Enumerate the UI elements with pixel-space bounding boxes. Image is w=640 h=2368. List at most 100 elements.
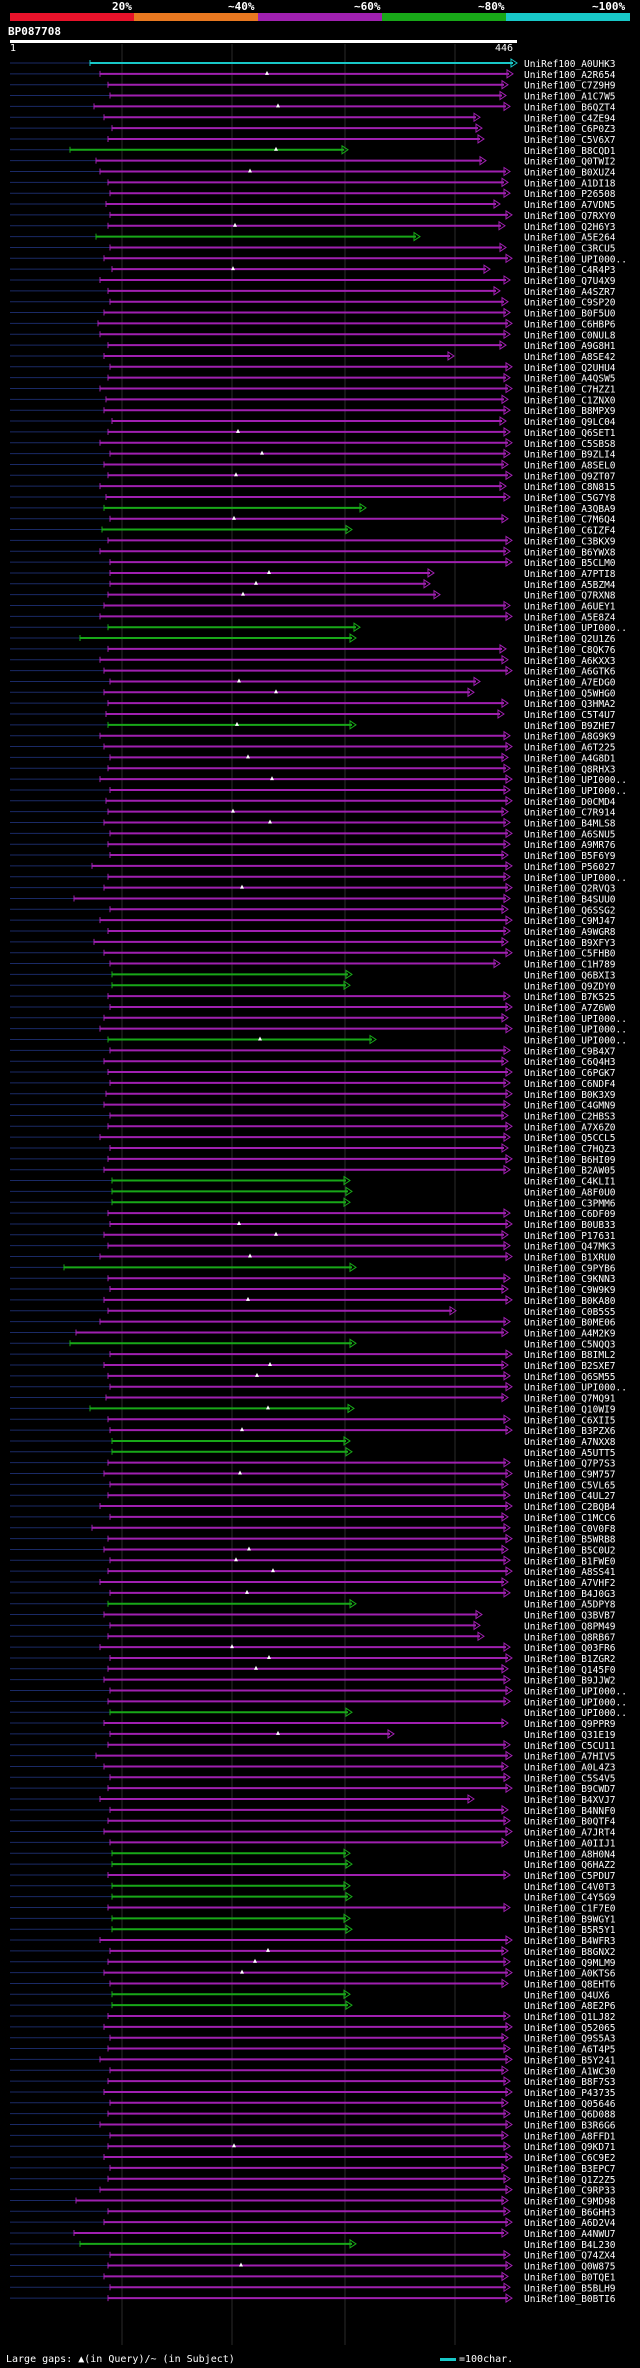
hit-label[interactable]: UniRef100_Q8EHT6 [524,1979,616,1990]
hit-label[interactable]: UniRef100_P56027 [524,862,616,873]
hit-row[interactable]: UniRef100_Q6SET1 [10,426,616,439]
hit-label[interactable]: UniRef100_C8QK76 [524,645,616,656]
hit-label[interactable]: UniRef100_C9RP33 [524,2186,616,2197]
hit-row[interactable]: UniRef100_B4J0G3 [10,1587,616,1600]
hit-row[interactable]: UniRef100_Q7RXN8 [10,589,616,602]
hit-label[interactable]: UniRef100_P26508 [524,189,616,200]
hit-label[interactable]: UniRef100_A7PTI8 [524,569,616,580]
hit-row[interactable]: UniRef100_Q05646 [10,2097,616,2110]
hit-label[interactable]: UniRef100_B3PZX6 [524,1426,616,1437]
hit-row[interactable]: UniRef100_A0IIJ1 [10,1837,616,1849]
hit-label[interactable]: UniRef100_B9WGY1 [524,1914,616,1925]
hit-label[interactable]: UniRef100_C4UL27 [524,1491,616,1502]
hit-row[interactable]: UniRef100_B3EPC7 [10,2162,616,2175]
hit-label[interactable]: UniRef100_B5F6Y9 [524,851,616,862]
hit-label[interactable]: UniRef100_C3PMM6 [524,1198,616,1209]
hit-row[interactable]: UniRef100_B9CWD7 [10,1783,616,1795]
hit-label[interactable]: UniRef100_C7M6Q4 [524,515,616,526]
hit-row[interactable]: UniRef100_B6GHH3 [10,2206,616,2218]
hit-row[interactable]: UniRef100_Q2RVQ3 [10,882,616,895]
hit-row[interactable]: UniRef100_Q52065 [10,2021,616,2034]
hit-label[interactable]: UniRef100_UPI000.. [524,623,627,634]
hit-label[interactable]: UniRef100_A0L4Z3 [524,1762,616,1773]
hit-row[interactable]: UniRef100_P26508 [10,188,616,200]
hit-label[interactable]: UniRef100_B6YWX8 [524,547,616,558]
hit-row[interactable]: UniRef100_A7Z6W0 [10,1002,616,1014]
hit-row[interactable]: UniRef100_P17631 [10,1229,616,1242]
hit-row[interactable]: UniRef100_C9M757 [10,1468,616,1481]
hit-label[interactable]: UniRef100_A4G8D1 [524,753,616,764]
hit-row[interactable]: UniRef100_Q8RB67 [10,1631,616,1643]
hit-label[interactable]: UniRef100_B5C0U2 [524,1545,616,1556]
hit-row[interactable]: UniRef100_C5FHB0 [10,947,616,960]
hit-label[interactable]: UniRef100_P17631 [524,1231,616,1242]
hit-label[interactable]: UniRef100_A4QSW5 [524,374,616,385]
hit-row[interactable]: UniRef100_B1FWE0 [10,1555,616,1567]
hit-row[interactable]: UniRef100_C9KNN3 [10,1273,616,1285]
hit-label[interactable]: UniRef100_UPI000.. [524,1014,627,1025]
hit-label[interactable]: UniRef100_C3BKX9 [524,536,616,547]
hit-label[interactable]: UniRef100_Q9PPR9 [524,1719,616,1730]
hit-row[interactable]: UniRef100_C7HQZ3 [10,1143,616,1155]
hit-row[interactable]: UniRef100_A1C7W5 [10,90,616,103]
hit-row[interactable]: UniRef100_A5UTT5 [10,1446,616,1459]
hit-row[interactable]: UniRef100_B8MPX9 [10,405,616,417]
hit-row[interactable]: UniRef100_C0V0F8 [10,1522,616,1535]
hit-row[interactable]: UniRef100_C7R914 [10,806,616,819]
hit-label[interactable]: UniRef100_A9WGR8 [524,927,616,938]
hit-label[interactable]: UniRef100_Q8RB67 [524,1632,616,1643]
hit-row[interactable]: UniRef100_B9WGY1 [10,1913,616,1925]
hit-label[interactable]: UniRef100_A4SZR7 [524,287,616,298]
hit-label[interactable]: UniRef100_C7R914 [524,808,616,819]
hit-row[interactable]: UniRef100_A8SS41 [10,1566,616,1578]
hit-row[interactable]: UniRef100_UPI000.. [10,1707,627,1719]
hit-label[interactable]: UniRef100_C1MCC6 [524,1513,616,1524]
hit-row[interactable]: UniRef100_A4G8D1 [10,752,616,764]
hit-row[interactable]: UniRef100_A1DI18 [10,177,616,189]
hit-row[interactable]: UniRef100_A7VHF2 [10,1577,616,1589]
hit-label[interactable]: UniRef100_Q7RXN8 [524,591,616,602]
hit-label[interactable]: UniRef100_B5R5Y1 [524,1925,616,1936]
hit-row[interactable]: UniRef100_Q6SSG2 [10,904,616,916]
hit-label[interactable]: UniRef100_A6GTK6 [524,667,616,678]
hit-row[interactable]: UniRef100_B2AW05 [10,1164,616,1177]
hit-label[interactable]: UniRef100_A5BZM4 [524,580,616,591]
hit-label[interactable]: UniRef100_C6XII5 [524,1415,616,1426]
hit-row[interactable]: UniRef100_C2HBS3 [10,1110,616,1122]
hit-row[interactable]: UniRef100_C6IZF4 [10,524,616,537]
hit-row[interactable]: UniRef100_A9WGR8 [10,926,616,938]
hit-row[interactable]: UniRef100_Q10WI9 [10,1403,616,1415]
hit-row[interactable]: UniRef100_B7K525 [10,991,616,1003]
hit-label[interactable]: UniRef100_C9MJ47 [524,916,616,927]
hit-label[interactable]: UniRef100_C5PDU7 [524,1871,616,1882]
hit-label[interactable]: UniRef100_A3QBA9 [524,504,616,515]
hit-row[interactable]: UniRef100_C1F7E0 [10,1902,616,1915]
hit-label[interactable]: UniRef100_B4XVJ7 [524,1795,616,1806]
hit-row[interactable]: UniRef100_B0KA80 [10,1294,616,1307]
hit-row[interactable]: UniRef100_A0KTS6 [10,1967,616,1980]
hit-label[interactable]: UniRef100_B0XUZ4 [524,168,616,179]
hit-label[interactable]: UniRef100_C9MD98 [524,2196,616,2207]
hit-label[interactable]: UniRef100_D0CMD4 [524,797,616,808]
hit-label[interactable]: UniRef100_B0ME06 [524,1318,616,1329]
hit-label[interactable]: UniRef100_B8CQD1 [524,146,616,157]
hit-label[interactable]: UniRef100_Q7U4X9 [524,276,616,287]
hit-label[interactable]: UniRef100_A5DPY8 [524,1600,616,1611]
hit-label[interactable]: UniRef100_Q5CCL5 [524,1133,616,1144]
hit-row[interactable]: UniRef100_C6NDF4 [10,1077,616,1090]
hit-label[interactable]: UniRef100_A7VHF2 [524,1578,616,1589]
hit-label[interactable]: UniRef100_A1C7W5 [524,92,616,103]
hit-label[interactable]: UniRef100_A9MR76 [524,840,616,851]
hit-label[interactable]: UniRef100_Q6HAZ2 [524,1860,616,1871]
hit-row[interactable]: UniRef100_B0K3X9 [10,1088,616,1101]
hit-label[interactable]: UniRef100_A7EDG0 [524,677,616,688]
hit-row[interactable]: UniRef100_B8F7S3 [10,2076,616,2088]
hit-label[interactable]: UniRef100_Q9KD71 [524,2142,616,2153]
hit-row[interactable]: UniRef100_B4NNF0 [10,1804,616,1817]
hit-label[interactable]: UniRef100_B2SXE7 [524,1361,616,1372]
hit-row[interactable]: UniRef100_C8N815 [10,481,616,493]
hit-label[interactable]: UniRef100_B9XFY3 [524,938,616,949]
hit-row[interactable]: UniRef100_B6HI09 [10,1153,616,1166]
hit-label[interactable]: UniRef100_B0F5U0 [524,309,616,320]
hit-row[interactable]: UniRef100_B0ME06 [10,1316,616,1329]
